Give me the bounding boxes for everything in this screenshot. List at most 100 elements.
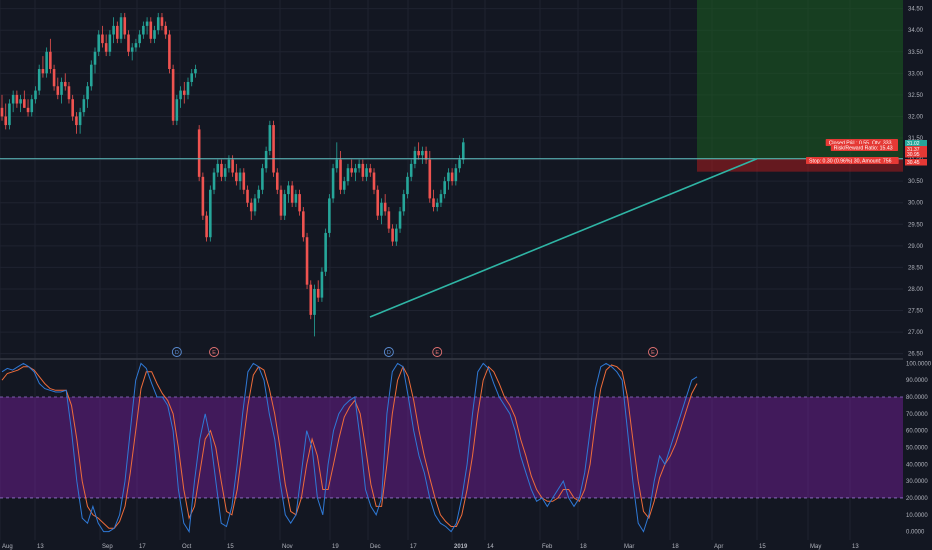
candle-body: [272, 125, 275, 173]
earnings-marker-label: E: [651, 350, 655, 356]
candle-body: [8, 103, 11, 126]
candle-body: [432, 198, 435, 208]
candle-body: [443, 181, 446, 195]
candle-body: [231, 159, 234, 173]
candle-body: [52, 69, 56, 87]
candle-body: [354, 168, 357, 173]
price-tick-label: 34.50: [908, 7, 924, 13]
price-tick-label: 29.50: [908, 222, 924, 228]
oscillator-tick-label: 20.0000: [906, 496, 928, 502]
candle-body: [435, 202, 439, 208]
trade-info-text: Risk/Reward Ratio: 15.43: [834, 146, 893, 152]
candle-body: [253, 198, 257, 212]
oscillator-band: [0, 397, 903, 498]
candle-body: [305, 237, 309, 285]
candle-body: [142, 25, 145, 35]
candle-body: [89, 64, 93, 87]
candle-body: [428, 159, 432, 199]
oscillator-tick-label: 50.0000: [906, 445, 928, 451]
candle-body: [164, 25, 167, 35]
candle-body: [346, 168, 350, 182]
price-tick-label: 32.50: [908, 93, 924, 99]
candle-body: [421, 150, 424, 156]
candle-body: [372, 172, 376, 190]
candle-body: [212, 172, 216, 190]
time-tick-label: 14: [487, 544, 494, 550]
candle-body: [123, 17, 127, 35]
candle-body: [287, 185, 290, 195]
candle-body: [249, 202, 253, 212]
candle-body: [298, 194, 301, 212]
candle-body: [41, 69, 45, 74]
candle-body: [331, 168, 335, 199]
candle-body: [223, 168, 227, 177]
candle-body: [71, 99, 74, 117]
candle-body: [63, 81, 67, 87]
candle-body: [417, 150, 420, 156]
candle-body: [350, 168, 353, 173]
trade-info-box: [830, 144, 898, 151]
oscillator-tick-label: 90.0000: [906, 378, 928, 384]
candle-body: [450, 172, 454, 182]
candle-body: [145, 21, 149, 26]
candle-body: [380, 202, 383, 216]
candle-body: [130, 47, 134, 52]
candle-body: [205, 215, 208, 238]
price-tick-label: 28.50: [908, 265, 924, 271]
candle-body: [235, 172, 238, 182]
candle-body: [179, 90, 182, 100]
price-tag: [905, 151, 927, 158]
candle-body: [134, 43, 138, 48]
candle-body: [402, 194, 406, 212]
candle-body: [216, 163, 220, 173]
candle-body: [391, 228, 394, 242]
candle-body: [339, 159, 342, 190]
candle-body: [37, 69, 41, 91]
candle-body: [413, 150, 417, 164]
time-tick-label: 18: [672, 544, 679, 550]
candle-body: [361, 163, 365, 177]
oscillator-tick-label: 10.0000: [906, 513, 928, 519]
price-axis-background: [903, 0, 932, 550]
price-tick-label: 29.00: [908, 244, 924, 250]
price-tick-label: 28.00: [908, 287, 924, 293]
oscillator-tick-label: 100.0000: [906, 361, 932, 367]
price-tag: [905, 140, 927, 147]
time-tick-label: May: [810, 544, 821, 550]
candle-body: [409, 163, 413, 177]
candle-body: [23, 99, 26, 108]
candle-body: [171, 69, 175, 121]
time-axis-background: [0, 540, 932, 550]
price-tick-label: 31.50: [908, 136, 924, 142]
candle-body: [15, 94, 19, 104]
candle-body: [97, 34, 101, 52]
price-tick-label: 27.50: [908, 309, 924, 315]
candle-body: [257, 189, 260, 199]
candle-body: [220, 163, 223, 177]
candle-body: [60, 81, 63, 95]
candle-body: [93, 51, 97, 65]
candle-body: [11, 94, 15, 104]
price-tag-label: 30.95: [907, 152, 920, 158]
candle-body: [275, 172, 279, 190]
candle-body: [328, 198, 331, 233]
price-tick-label: 34.00: [908, 28, 924, 34]
oscillator-tick-label: 30.0000: [906, 479, 928, 485]
candle-body: [368, 168, 372, 173]
candle-body: [26, 107, 30, 113]
candle-body: [376, 189, 380, 216]
candle-body: [75, 116, 78, 126]
candle-body: [168, 34, 171, 70]
time-tick-label: Feb: [542, 544, 553, 550]
candle-body: [268, 125, 272, 151]
profit-zone: [697, 0, 903, 159]
candle-body: [320, 271, 324, 298]
price-tick-label: 33.50: [908, 50, 924, 56]
trade-zone: [697, 0, 903, 172]
dividend-marker-label: D: [387, 350, 391, 356]
candle-body: [153, 30, 156, 39]
